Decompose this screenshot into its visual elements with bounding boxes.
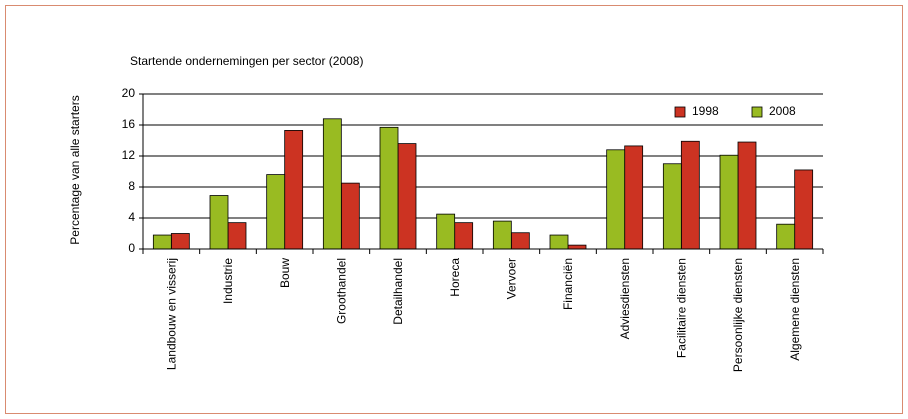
bar — [266, 174, 286, 250]
legend-swatch — [751, 106, 763, 118]
bar — [737, 141, 757, 250]
bar — [680, 140, 700, 250]
bar — [776, 223, 796, 250]
x-tick-label: Horeca — [448, 258, 462, 297]
x-tick-label: Bouw — [278, 258, 292, 288]
bar — [624, 145, 644, 250]
bar — [567, 244, 587, 250]
bar — [454, 222, 474, 250]
bar — [322, 118, 342, 250]
bar — [794, 169, 814, 250]
bar — [209, 195, 229, 250]
x-tick-label: Groothandel — [335, 258, 349, 324]
bar — [606, 149, 626, 250]
chart-title: Startende ondernemingen per sector (2008… — [130, 54, 363, 68]
legend-swatch — [674, 106, 686, 118]
x-tick-label: Persoonlijke diensten — [731, 258, 745, 372]
x-tick-label: Industrie — [221, 258, 235, 304]
x-tick-label: Adviesdiensten — [618, 258, 632, 339]
bar — [379, 126, 399, 250]
x-tick-label: Financiën — [561, 258, 575, 310]
x-tick-label: Algemene diensten — [788, 258, 802, 361]
bar — [719, 154, 739, 250]
x-tick-label: Detailhandel — [391, 258, 405, 325]
bar — [227, 222, 247, 250]
y-tick-label: 12 — [122, 148, 136, 162]
bar — [549, 234, 569, 250]
legend-label: 2008 — [769, 104, 796, 118]
y-tick-label: 8 — [128, 179, 135, 193]
y-tick-label: 16 — [122, 117, 136, 131]
bar — [152, 234, 172, 250]
bar — [436, 213, 456, 250]
bar — [662, 163, 682, 250]
bar — [397, 143, 417, 250]
x-tick-label: Vervoer — [505, 258, 519, 299]
bar — [284, 130, 304, 250]
bar — [340, 182, 360, 250]
bar — [492, 220, 512, 250]
y-tick-label: 4 — [128, 210, 135, 224]
legend-label: 1998 — [692, 104, 719, 118]
y-tick-label: 0 — [128, 241, 135, 255]
y-axis-label: Percentage van alle starters — [68, 95, 82, 244]
x-tick-label: Landbouw en visserij — [165, 258, 179, 370]
bar — [510, 232, 530, 250]
bar — [170, 233, 190, 250]
x-tick-label: Facilitaire diensten — [675, 258, 689, 358]
y-tick-label: 20 — [122, 86, 136, 100]
